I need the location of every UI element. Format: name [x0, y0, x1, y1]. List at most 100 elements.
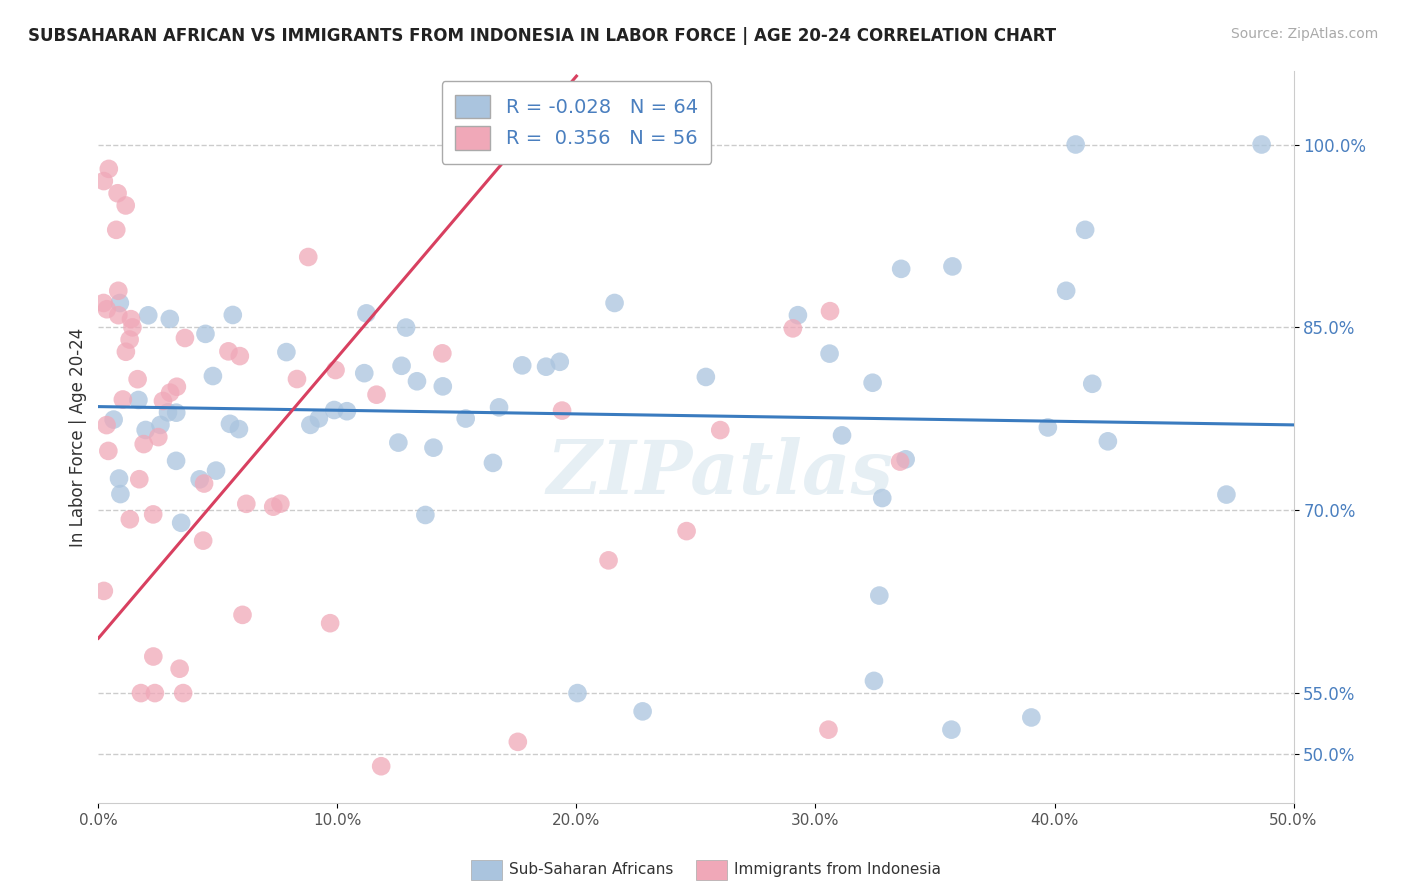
Point [128, 472, 150, 486]
Point [97, 444, 120, 458]
Point [142, 649, 165, 664]
Point [222, 308, 245, 322]
Point [121, 320, 143, 334]
Point [235, 497, 257, 511]
Point [1036, 420, 1059, 434]
Point [193, 476, 215, 491]
Point [229, 349, 252, 363]
Text: ZIPatlas: ZIPatlas [547, 437, 893, 510]
Text: Immigrants from Indonesia: Immigrants from Indonesia [734, 863, 941, 877]
Point [395, 320, 418, 334]
Point [868, 589, 890, 603]
Point [205, 464, 228, 478]
Point [107, 284, 129, 298]
Point [890, 261, 912, 276]
Point [1250, 137, 1272, 152]
Point [510, 359, 533, 373]
Point [194, 326, 217, 341]
Point [406, 374, 429, 388]
Point [889, 454, 911, 468]
Point [709, 423, 731, 437]
Point [598, 553, 620, 567]
Point [1054, 284, 1077, 298]
Point [110, 487, 132, 501]
Point [105, 223, 128, 237]
Point [191, 533, 214, 548]
Legend: R = -0.028   N = 64, R =  0.356   N = 56: R = -0.028 N = 64, R = 0.356 N = 56 [441, 81, 711, 163]
Point [356, 306, 378, 320]
Text: SUBSAHARAN AFRICAN VS IMMIGRANTS FROM INDONESIA IN LABOR FORCE | AGE 20-24 CORRE: SUBSAHARAN AFRICAN VS IMMIGRANTS FROM IN… [28, 27, 1056, 45]
Point [482, 456, 505, 470]
Point [107, 308, 129, 322]
Point [299, 417, 322, 432]
Point [387, 435, 409, 450]
Point [1097, 434, 1119, 449]
Point [159, 312, 181, 326]
Point [534, 359, 557, 374]
Point [108, 296, 131, 310]
Text: Source: ZipAtlas.com: Source: ZipAtlas.com [1230, 27, 1378, 41]
Point [391, 359, 413, 373]
Point [103, 412, 125, 426]
Point [422, 441, 444, 455]
Point [1081, 376, 1104, 391]
Point [319, 616, 342, 631]
Point [120, 312, 142, 326]
Point [93, 583, 115, 598]
Point [201, 369, 224, 384]
Point [114, 198, 136, 212]
Point [548, 355, 571, 369]
Point [567, 686, 589, 700]
Point [325, 363, 347, 377]
Point [432, 346, 454, 360]
Point [143, 686, 166, 700]
Point [336, 404, 359, 418]
Point [127, 392, 149, 407]
Point [941, 260, 963, 274]
Point [93, 296, 115, 310]
Point [111, 392, 134, 407]
Point [1064, 137, 1087, 152]
Point [93, 174, 115, 188]
Point [308, 411, 330, 425]
Point [818, 346, 841, 360]
Point [323, 403, 346, 417]
Point [172, 686, 194, 700]
Point [217, 344, 239, 359]
Point [118, 333, 141, 347]
Point [488, 401, 510, 415]
Point [894, 452, 917, 467]
Point [276, 345, 298, 359]
Point [142, 508, 165, 522]
Point [188, 472, 211, 486]
Point [132, 437, 155, 451]
Point [135, 423, 157, 437]
Point [129, 686, 152, 700]
Point [631, 705, 654, 719]
Point [551, 403, 574, 417]
Point [506, 735, 529, 749]
Point [603, 296, 626, 310]
Point [108, 471, 131, 485]
Point [366, 387, 388, 401]
Text: Sub-Saharan Africans: Sub-Saharan Africans [509, 863, 673, 877]
Point [941, 723, 963, 737]
Point [149, 417, 172, 432]
Point [118, 512, 141, 526]
Point [695, 370, 717, 384]
Point [787, 308, 810, 322]
Point [231, 607, 253, 622]
Point [285, 372, 308, 386]
Point [353, 366, 375, 380]
Point [148, 430, 170, 444]
Point [219, 417, 242, 431]
Point [817, 723, 839, 737]
Point [152, 393, 174, 408]
Point [96, 302, 118, 317]
Point [136, 308, 159, 322]
Point [96, 418, 118, 433]
Point [454, 411, 477, 425]
Point [127, 372, 149, 386]
Point [269, 497, 291, 511]
Point [1074, 223, 1097, 237]
